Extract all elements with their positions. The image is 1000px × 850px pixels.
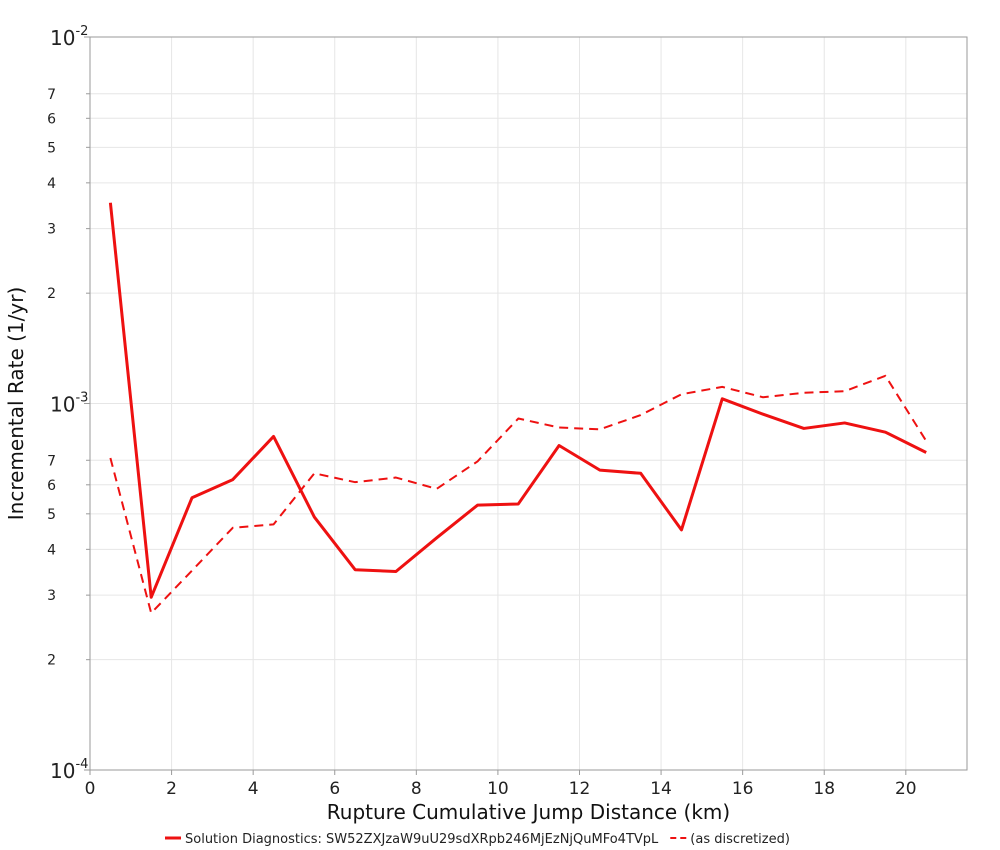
x-tick-label: 16 — [732, 779, 754, 799]
x-tick-label: 10 — [487, 779, 509, 799]
y-tick-label: 3 — [47, 588, 56, 604]
x-tick-label: 2 — [166, 779, 177, 799]
x-tick-label: 8 — [411, 779, 422, 799]
y-tick-label: 6 — [47, 111, 56, 127]
x-tick-label: 12 — [569, 779, 591, 799]
y-tick-label: 2 — [47, 653, 56, 669]
x-tick-label: 0 — [85, 779, 96, 799]
x-axis-title: Rupture Cumulative Jump Distance (km) — [327, 800, 730, 824]
y-tick-label: 5 — [47, 140, 56, 156]
y-major-tick-label: 10-3 — [50, 391, 88, 417]
series-line-2 — [109, 374, 928, 615]
y-tick-label: 2 — [47, 286, 56, 302]
y-tick-label: 4 — [47, 542, 56, 558]
y-major-tick-label: 10-2 — [50, 24, 88, 50]
y-tick-label: 5 — [47, 507, 56, 523]
legend: Solution Diagnostics: SW52ZXJzaW9uU29sdX… — [165, 832, 790, 847]
y-tick-label: 3 — [47, 222, 56, 238]
x-tick-label: 4 — [248, 779, 259, 799]
legend-label-1: Solution Diagnostics: SW52ZXJzaW9uU29sdX… — [185, 832, 659, 847]
series-line-1 — [108, 202, 927, 599]
y-tick-label: 6 — [47, 478, 56, 494]
x-tick-label: 18 — [813, 779, 835, 799]
y-major-tick-label: 10-4 — [50, 757, 88, 783]
x-tick-label: 14 — [650, 779, 672, 799]
x-tick-label: 20 — [895, 779, 917, 799]
series-layer — [108, 202, 928, 615]
y-tick-label: 4 — [47, 176, 56, 192]
y-axis-title: Incremental Rate (1/yr) — [4, 287, 28, 520]
legend-label-2: (as discretized) — [690, 832, 790, 847]
axis-ticks: 0 2 4 6 8 10 12 14 16 18 20 7 6 5 4 3 2 7 6 5 4 3 2 10-2 10-3 10-… — [47, 24, 917, 799]
grid-lines — [89, 36, 967, 771]
x-tick-label: 6 — [329, 779, 340, 799]
y-tick-label: 7 — [47, 87, 56, 103]
y-tick-label: 7 — [47, 453, 56, 469]
